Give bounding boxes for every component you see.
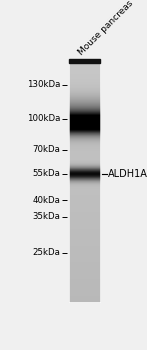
Bar [69,59,100,63]
Text: 55kDa: 55kDa [33,169,61,178]
Text: Mouse pancreas: Mouse pancreas [77,0,135,57]
Text: ALDH1A3: ALDH1A3 [108,169,147,179]
Text: 25kDa: 25kDa [33,248,61,257]
Text: 130kDa: 130kDa [27,80,61,90]
Text: 70kDa: 70kDa [33,145,61,154]
Text: 100kDa: 100kDa [27,114,61,123]
Text: 40kDa: 40kDa [33,196,61,205]
Text: 35kDa: 35kDa [33,212,61,222]
